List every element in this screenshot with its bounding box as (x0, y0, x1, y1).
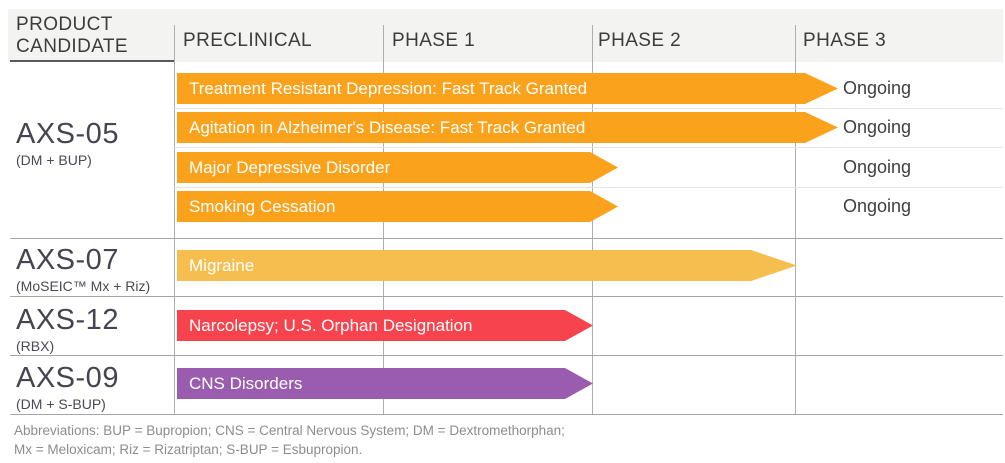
abbreviations-footnote: Abbreviations: BUP = Bupropion; CNS = Ce… (14, 421, 565, 459)
product-axs-12: AXS-12 (RBX) (16, 305, 119, 355)
header-background (8, 9, 1003, 62)
product-name: AXS-12 (16, 304, 119, 336)
group-separator (10, 238, 1003, 239)
bar-label: Major Depressive Disorder (189, 157, 391, 177)
header-phase-3: PHASE 3 (803, 30, 887, 51)
group-separator (10, 355, 1003, 356)
pipeline-bar-cns-disorders: CNS Disorders (177, 368, 593, 399)
row-line (174, 187, 1003, 188)
header-product-candidate: PRODUCT CANDIDATE (16, 14, 128, 57)
bar-label: Narcolepsy; U.S. Orphan Designation (189, 315, 473, 335)
bar-label: Treatment Resistant Depression: Fast Tra… (189, 78, 588, 98)
product-axs-05: AXS-05 (DM + BUP) (16, 119, 119, 169)
footnote-line-1: Abbreviations: BUP = Bupropion; CNS = Ce… (14, 423, 565, 438)
product-name: AXS-05 (16, 118, 119, 150)
status-ongoing: Ongoing (843, 157, 912, 177)
header-phase-2: PHASE 2 (598, 30, 682, 51)
pipeline-bar-narcolepsy: Narcolepsy; U.S. Orphan Designation (177, 310, 593, 341)
bar-label: Migraine (189, 255, 255, 275)
status-ongoing: Ongoing (843, 78, 912, 98)
header-preclinical: PRECLINICAL (183, 30, 312, 51)
product-axs-07: AXS-07 (MoSEIC™ Mx + Riz) (16, 245, 150, 295)
product-composition: (RBX) (16, 338, 55, 354)
pipeline-bar-treatment-resistant-depression: Treatment Resistant Depression: Fast Tra… (177, 73, 838, 104)
column-line-phase3 (795, 25, 796, 415)
pipeline-bar-smoking-cessation: Smoking Cessation (177, 191, 618, 222)
pipeline-bar-major-depressive-disorder: Major Depressive Disorder (177, 152, 618, 183)
pipeline-bar-agitation-alzheimers: Agitation in Alzheimer's Disease: Fast T… (177, 112, 838, 143)
group-separator (10, 296, 1003, 297)
pipeline-bar-migraine: Migraine (177, 250, 797, 281)
product-name: AXS-07 (16, 244, 119, 276)
column-line-product (174, 25, 175, 415)
header-underline (10, 60, 174, 62)
row-line (174, 147, 1003, 148)
header-phase-1: PHASE 1 (392, 30, 476, 51)
product-composition: (MoSEIC™ Mx + Riz) (16, 278, 151, 294)
bar-label: CNS Disorders (189, 373, 303, 393)
row-line (174, 108, 1003, 109)
status-ongoing: Ongoing (843, 117, 912, 137)
product-composition: (DM + S-BUP) (16, 396, 106, 412)
bar-label: Smoking Cessation (189, 196, 336, 216)
footnote-line-2: Mx = Meloxicam; Riz = Rizatriptan; S-BUP… (14, 442, 363, 457)
status-ongoing: Ongoing (843, 196, 912, 216)
product-composition: (DM + BUP) (16, 152, 92, 168)
bar-label: Agitation in Alzheimer's Disease: Fast T… (189, 117, 586, 137)
product-axs-09: AXS-09 (DM + S-BUP) (16, 363, 119, 413)
product-name: AXS-09 (16, 362, 119, 394)
group-separator (10, 414, 1003, 415)
